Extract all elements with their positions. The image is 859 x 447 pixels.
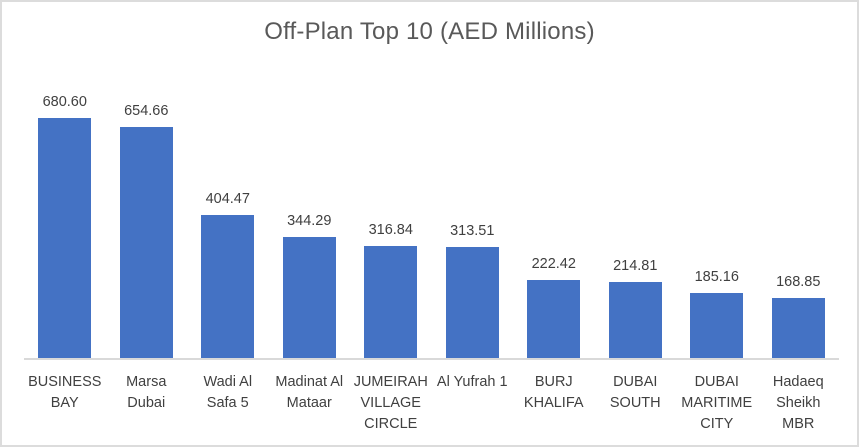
bar-column: 680.60 — [24, 72, 106, 358]
x-axis-line — [24, 358, 839, 360]
category-label: JUMEIRAH VILLAGE CIRCLE — [353, 374, 428, 432]
plot-area: 680.60 654.66 404.47 344.29 316.84 313.51 222.… — [24, 72, 839, 358]
data-label: 404.47 — [205, 191, 250, 207]
bar-column: 168.85 — [758, 72, 840, 358]
category-label: Al Yufrah 1 — [436, 374, 508, 390]
data-label: 313.51 — [450, 223, 495, 239]
bar — [771, 298, 825, 358]
x-axis-labels: BUSINESS BAY Marsa Dubai Wadi Al Safa 5 Mad… — [24, 360, 839, 435]
data-label: 222.42 — [531, 256, 576, 272]
data-label: 214.81 — [613, 258, 658, 274]
data-label: 316.84 — [368, 222, 413, 238]
chart-title: Off-Plan Top 10 (AED Millions) — [264, 18, 595, 45]
bar-column: 404.47 — [187, 72, 269, 358]
category-label: Marsa Dubai — [126, 374, 167, 411]
bar — [38, 118, 92, 358]
data-label: 654.66 — [124, 103, 169, 119]
bar — [690, 293, 744, 358]
category-label: Hadaeq Sheikh MBR — [772, 374, 824, 432]
category-label: BURJ KHALIFA — [523, 374, 584, 411]
data-label: 185.16 — [694, 269, 739, 285]
bar — [282, 237, 336, 358]
data-label: 344.29 — [287, 213, 332, 229]
bar — [445, 247, 499, 358]
bar-column: 316.84 — [350, 72, 432, 358]
bar — [364, 246, 418, 358]
bar-column: 344.29 — [269, 72, 351, 358]
category-label: DUBAI MARITIME CITY — [681, 374, 753, 432]
bar — [119, 127, 173, 358]
data-label: 168.85 — [776, 274, 821, 290]
category-label: BUSINESS BAY — [28, 374, 102, 411]
bar — [608, 282, 662, 358]
bar-column: 654.66 — [106, 72, 188, 358]
category-label: Wadi Al Safa 5 — [203, 374, 253, 411]
bar — [201, 215, 255, 358]
bar-column: 222.42 — [513, 72, 595, 358]
category-label: DUBAI SOUTH — [609, 374, 661, 411]
bar — [527, 280, 581, 358]
category-label: Madinat Al Mataar — [275, 374, 344, 411]
data-label: 680.60 — [42, 94, 87, 110]
bar-column: 313.51 — [432, 72, 514, 358]
bar-column: 214.81 — [595, 72, 677, 358]
bar-column: 185.16 — [676, 72, 758, 358]
